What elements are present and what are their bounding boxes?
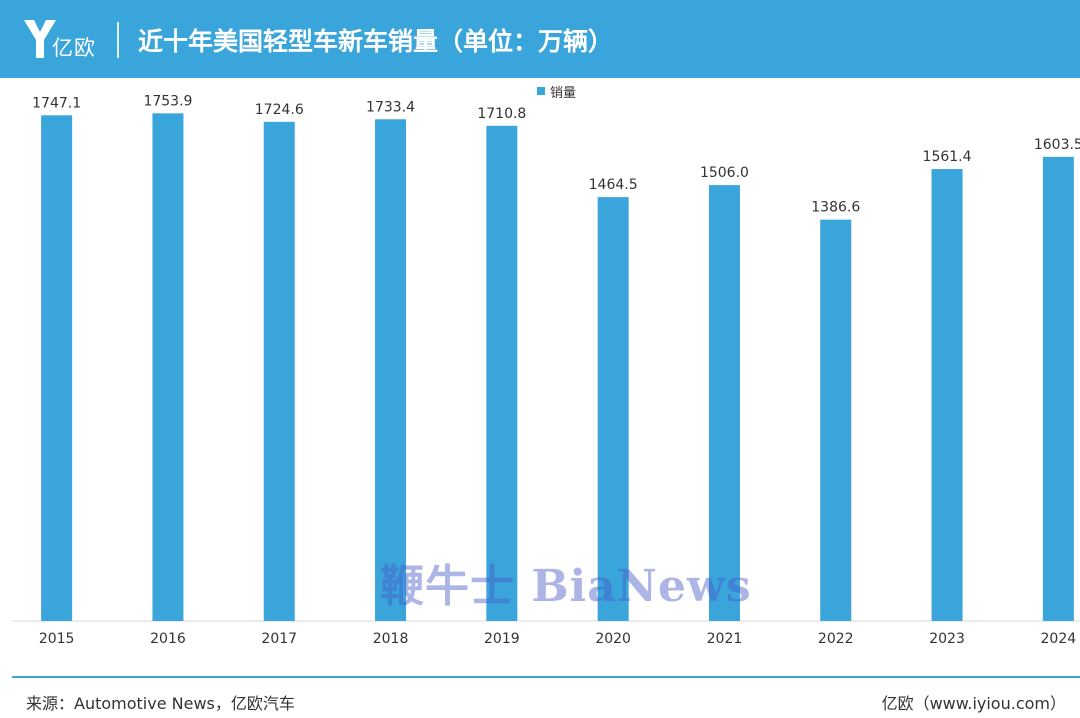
x-tick-label-2023: 2023 <box>929 631 965 647</box>
bar-2022 <box>820 219 852 622</box>
data-label-2018: 1733.4 <box>366 99 415 115</box>
x-tick-label-2024: 2024 <box>1041 631 1077 647</box>
data-label-2022: 1386.6 <box>811 200 860 216</box>
x-tick-label-2019: 2019 <box>484 631 520 647</box>
data-label-2023: 1561.4 <box>923 149 972 165</box>
x-tick-label-2017: 2017 <box>261 631 297 647</box>
yiou-logo-icon <box>24 20 56 58</box>
bar-2020 <box>597 197 629 621</box>
data-label-2024: 1603.5 <box>1034 137 1080 153</box>
bar-2015 <box>41 115 73 621</box>
chart-legend: 销量 <box>537 82 577 101</box>
header-divider <box>117 22 119 58</box>
x-tick-label-2016: 2016 <box>150 631 186 647</box>
data-label-2016: 1753.9 <box>143 93 192 109</box>
footer-divider <box>12 676 1080 678</box>
header-bar: 亿欧 近十年美国轻型车新车销量（单位：万辆） <box>0 0 1080 78</box>
x-tick-label-2022: 2022 <box>818 631 854 647</box>
x-tick-label-2021: 2021 <box>707 631 743 647</box>
logo-text: 亿欧 <box>52 36 96 60</box>
bar-2023 <box>931 169 963 621</box>
bar-2016 <box>152 113 184 622</box>
chart-title: 近十年美国轻型车新车销量（单位：万辆） <box>138 27 614 56</box>
x-tick-label-2018: 2018 <box>373 631 409 647</box>
data-label-2020: 1464.5 <box>589 177 638 193</box>
x-tick-label-2015: 2015 <box>39 631 75 647</box>
bar-2024 <box>1042 156 1074 621</box>
bar-2021 <box>708 185 740 621</box>
data-label-2017: 1724.6 <box>255 102 304 118</box>
bar-2017 <box>263 121 295 622</box>
legend-label: 销量 <box>550 85 577 101</box>
bar-2018 <box>375 119 407 621</box>
legend-swatch <box>537 87 545 95</box>
data-label-2015: 1747.1 <box>32 95 81 111</box>
credit-note: 亿欧（www.iyiou.com） <box>881 694 1066 713</box>
data-label-2021: 1506.0 <box>700 165 749 181</box>
x-tick-label-2020: 2020 <box>595 631 631 647</box>
watermark: 鞭牛士 BiaNews <box>380 561 752 612</box>
data-label-2019: 1710.8 <box>477 106 526 122</box>
bar-2019 <box>486 125 518 621</box>
source-note: 来源：Automotive News，亿欧汽车 <box>26 694 295 713</box>
